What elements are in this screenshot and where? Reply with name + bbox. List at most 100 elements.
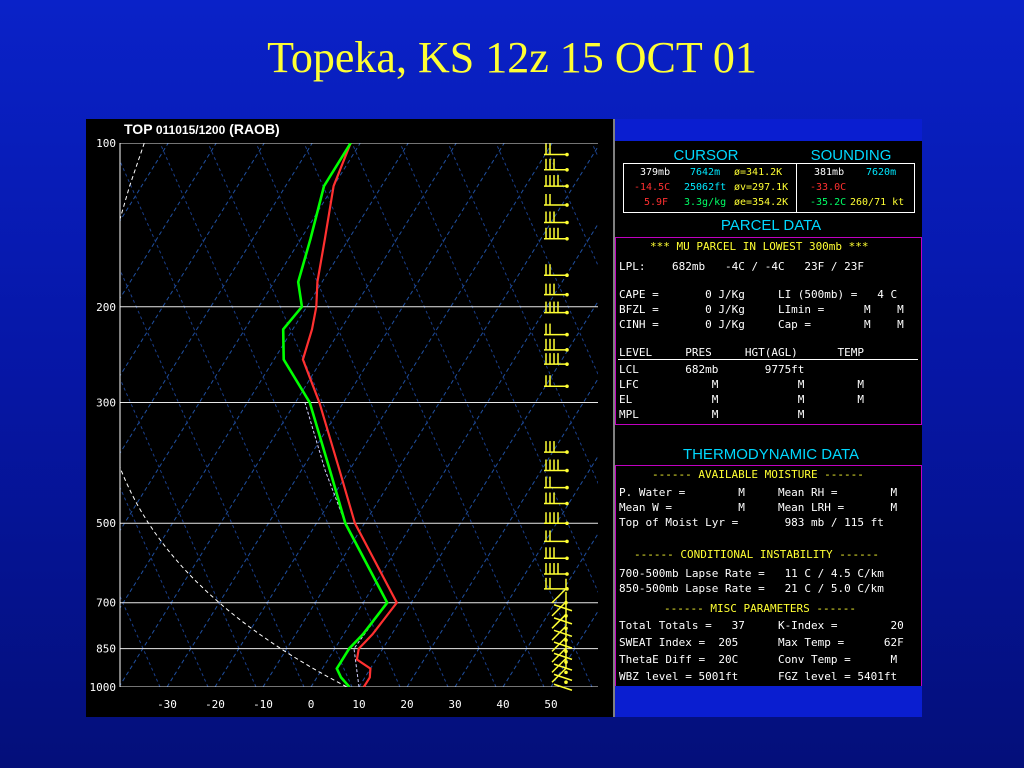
isotherm--70 [120, 143, 313, 455]
cursor-hgt-ft: 25062ft [684, 182, 727, 193]
thermo-thetae: ThetaE Diff = 20C Conv Temp = M [619, 653, 898, 666]
instability-header: ------ CONDITIONAL INSTABILITY ------ [634, 548, 880, 561]
pressure-label-300: 300 [96, 397, 116, 410]
isotherm--40 [120, 143, 457, 687]
temp-tick-50: 50 [544, 698, 557, 711]
plot-background [86, 119, 615, 717]
wind-barb-205 [544, 301, 569, 315]
wind-barb-580 [544, 547, 569, 561]
sounding-dwpt: -35.2C [810, 197, 847, 208]
isotherm--80 [120, 143, 265, 377]
isotherm-20 [406, 377, 598, 687]
sounding-title: SOUNDING [810, 147, 892, 164]
temp-tick--10: -10 [253, 698, 273, 711]
pressure-label-850: 850 [96, 643, 116, 656]
chart-header: TOP 011015/1200 (RAOB) [124, 121, 280, 137]
wind-barb-400 [544, 459, 569, 473]
sounding-pres: 381mb [814, 167, 845, 178]
wind-barb-460 [544, 492, 569, 506]
wind-barb-190 [544, 283, 569, 297]
thermo-top-moist: Top of Moist Lyr = 983 mb / 115 ft [619, 516, 884, 529]
isotherm--90 [120, 143, 217, 300]
wind-barb-900 [551, 638, 573, 671]
sounding-temp: -33.0C [810, 182, 847, 193]
temp-tick-20: 20 [400, 698, 413, 711]
wind-barb-255 [544, 353, 569, 366]
slide-title: Topeka, KS 12z 15 OCT 01 [267, 33, 757, 82]
wind-barb-540 [544, 530, 569, 544]
cursor-title: CURSOR [673, 147, 739, 164]
wind-barb-120 [544, 175, 569, 188]
parcel-box: *** MU PARCEL IN LOWEST 300mb *** LPL: 6… [615, 237, 922, 425]
cursor-theta-v: øv=297.1K [734, 182, 789, 193]
temp-tick-30: 30 [448, 698, 461, 711]
wind-barb-150 [544, 227, 569, 241]
cursor-temp-f: 5.9F [644, 197, 669, 208]
parcel-lpl: LPL: 682mb -4C / -4C 23F / 23F [619, 260, 865, 273]
dewpoint-trace [281, 143, 389, 687]
parcel-header: *** MU PARCEL IN LOWEST 300mb *** [650, 240, 869, 253]
wind-barb-225 [544, 323, 569, 337]
temp-tick-40: 40 [496, 698, 509, 711]
isotherm--10 [262, 145, 598, 687]
parcel-bfzl: BFZL = 0 J/Kg LImin = M M [619, 303, 904, 316]
thermo-wbz: WBZ level = 5001ft FGZ level = 5401ft [619, 670, 898, 683]
station-id: TOP [124, 121, 153, 137]
isotherm-0 [310, 223, 598, 687]
sounding-wind: 260/71 kt [850, 197, 905, 208]
thermo-title: THERMODYNAMIC DATA [682, 446, 860, 463]
thermo-totals: Total Totals = 37 K-Index = 20 [619, 619, 904, 632]
wind-barb-620 [544, 563, 569, 576]
sounding-source: (RAOB) [225, 121, 279, 137]
isotherm-10 [358, 300, 598, 687]
parcel-el: EL M M M [619, 393, 865, 406]
wind-barb-980 [551, 658, 573, 691]
sounding-datetime: 011015/1200 [153, 123, 226, 137]
parcel-levels-header: LEVEL PRES HGT(AGL) TEMP [619, 346, 865, 359]
isotherm-30 [454, 455, 598, 687]
thermo-lapse-700: 700-500mb Lapse Rate = 11 C / 4.5 C/km [619, 567, 884, 580]
parcel-lfc: LFC M M M [619, 378, 865, 391]
wind-barb-370 [544, 441, 569, 454]
cursor-temp-c: -14.5C [634, 182, 671, 193]
bottom-strip [615, 686, 922, 717]
pressure-label-700: 700 [96, 597, 116, 610]
pressure-label-500: 500 [96, 517, 116, 530]
thermo-pw: P. Water = M Mean RH = M [619, 486, 898, 499]
wind-barb-240 [544, 338, 569, 352]
cursor-box: 379mb 7642m ø=341.2K -14.5C 25062ft øv=2… [623, 163, 915, 213]
isotherm--50 [120, 143, 409, 609]
skewt-chart[interactable]: TOP 011015/1200 (RAOB)100200300500700850… [86, 119, 615, 717]
isotherm--20 [214, 143, 553, 687]
moisture-header: ------ AVAILABLE MOISTURE ------ [652, 468, 864, 481]
isotherm--60 [120, 143, 361, 532]
parcel-lcl: LCL 682mb 9775ft [619, 363, 805, 376]
temp-tick-10: 10 [352, 698, 365, 711]
pressure-label-200: 200 [96, 301, 116, 314]
thermo-mean-w: Mean W = M Mean LRH = M [619, 501, 898, 514]
wind-barb-940 [551, 648, 573, 682]
top-strip [615, 119, 922, 141]
temperature-trace [301, 143, 399, 687]
wind-barb-430 [544, 476, 569, 490]
parcel-cape: CAPE = 0 J/Kg LI (500mb) = 4 C [619, 288, 898, 301]
sounding-frame: TOP 011015/1200 (RAOB) 100 200 300 500 700 850… [86, 119, 922, 717]
misc-header: ------ MISC PARAMETERS ------ [664, 602, 857, 615]
sounding-hgt: 7620m [866, 167, 897, 178]
parcel-mpl: MPL M M [619, 408, 805, 421]
cursor-mixr: 3.3g/kg [684, 197, 727, 208]
wind-barb-175 [544, 264, 569, 278]
moist-adiabat-reference [120, 143, 348, 687]
parcel-title: PARCEL DATA [720, 217, 822, 234]
wind-barb-500 [544, 512, 569, 526]
wind-barb-130 [544, 193, 569, 207]
pressure-label-100: 100 [96, 137, 116, 150]
temp-tick--20: -20 [205, 698, 225, 711]
cursor-pres: 379mb [640, 167, 671, 178]
wind-barb-112 [544, 158, 569, 172]
cursor-theta: ø=341.2K [734, 167, 783, 178]
isotherm--30 [166, 143, 505, 687]
temp-tick--30: -30 [157, 698, 177, 711]
temp-tick-0: 0 [308, 698, 315, 711]
thermo-lapse-850: 850-500mb Lapse Rate = 21 C / 5.0 C/km [619, 582, 884, 595]
